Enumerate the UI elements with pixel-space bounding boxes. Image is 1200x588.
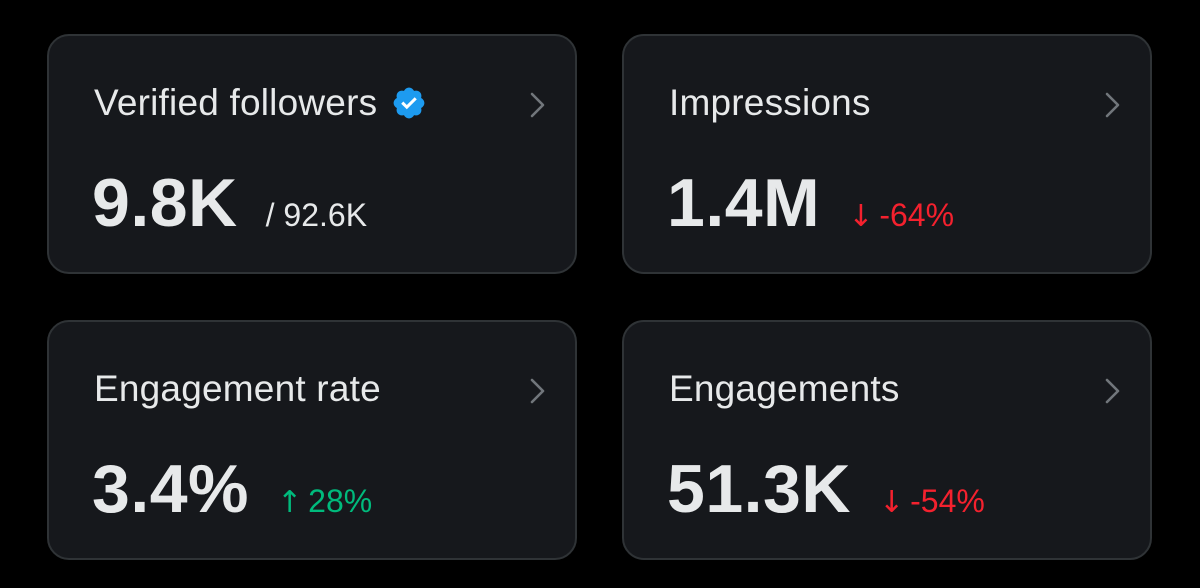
chevron-right-icon[interactable] xyxy=(527,376,549,406)
card-title: Impressions xyxy=(669,80,871,126)
metric-value: 51.3K xyxy=(667,451,851,527)
change-percent: -54% xyxy=(910,483,985,519)
change-indicator-down: ↓ -64% xyxy=(848,197,954,234)
metric-value-row: 51.3K ↓ -54% xyxy=(667,450,985,528)
card-title-label: Impressions xyxy=(669,82,871,123)
metric-value-row: 1.4M ↓ -64% xyxy=(667,164,954,242)
engagement-rate-card[interactable]: Engagement rate 3.4% ↑ 28% xyxy=(47,320,577,560)
card-title-label: Engagement rate xyxy=(94,368,381,409)
metric-value-row: 3.4% ↑ 28% xyxy=(92,450,372,528)
metric-value-row: 9.8K / 92.6K xyxy=(92,164,367,242)
chevron-right-icon[interactable] xyxy=(527,90,549,120)
metric-value: 9.8K xyxy=(92,165,238,241)
arrow-up-icon: ↑ xyxy=(277,485,303,520)
impressions-card[interactable]: Impressions 1.4M ↓ -64% xyxy=(622,34,1152,274)
chevron-right-icon[interactable] xyxy=(1102,90,1124,120)
change-indicator-up: ↑ 28% xyxy=(277,483,372,520)
metric-value: 1.4M xyxy=(667,165,821,241)
metric-value: 3.4% xyxy=(92,451,249,527)
change-percent: -64% xyxy=(879,197,955,233)
verified-followers-card[interactable]: Verified followers 9.8K / 92.6K xyxy=(47,34,577,274)
engagements-card[interactable]: Engagements 51.3K ↓ -54% xyxy=(622,320,1152,560)
card-title-label: Verified followers xyxy=(94,82,378,123)
card-title: Engagement rate xyxy=(94,366,381,412)
card-title: Engagements xyxy=(669,366,900,412)
metric-total: / 92.6K xyxy=(265,197,368,233)
change-indicator-down: ↓ -54% xyxy=(879,483,985,520)
card-title-label: Engagements xyxy=(669,368,900,409)
arrow-down-icon: ↓ xyxy=(848,199,874,234)
card-title: Verified followers xyxy=(94,80,427,126)
verified-badge-icon xyxy=(393,87,425,119)
chevron-right-icon[interactable] xyxy=(1102,376,1124,406)
change-percent: 28% xyxy=(308,483,373,519)
arrow-down-icon: ↓ xyxy=(878,485,905,520)
